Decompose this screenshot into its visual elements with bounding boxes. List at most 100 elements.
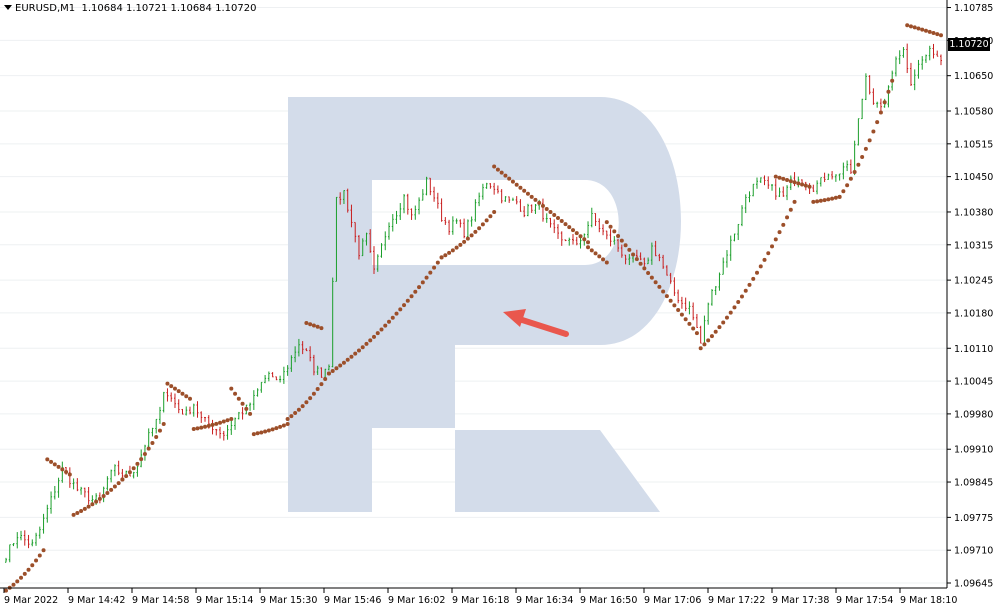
y-tick-label: 1.10650 [954, 71, 993, 82]
sar-dot [510, 179, 515, 184]
sar-dot [432, 265, 437, 270]
sar-dot [270, 427, 275, 432]
y-tick-label: 1.09775 [954, 513, 993, 524]
sar-dot [300, 404, 305, 409]
y-tick-label: 1.09645 [954, 579, 993, 590]
sar-dot [34, 558, 39, 563]
sar-dot [623, 243, 628, 248]
x-tick-label: 9 Mar 15:14 [196, 595, 253, 606]
sar-dot [604, 220, 609, 225]
sar-dot [142, 452, 147, 457]
dropdown-triangle-icon[interactable] [4, 5, 12, 10]
sar-dot [315, 324, 320, 329]
sar-dot [638, 261, 643, 266]
sar-dot [717, 325, 722, 330]
sar-dot [180, 391, 185, 396]
x-tick-label: 9 Mar 16:50 [580, 595, 637, 606]
sar-dot [274, 426, 279, 431]
sar-dot [165, 381, 170, 386]
sar-dot [518, 185, 523, 190]
x-tick-label: 9 Mar 16:18 [452, 595, 509, 606]
sar-dot [777, 175, 782, 180]
sar-dot [807, 184, 812, 189]
sar-dot [41, 548, 46, 553]
sar-dot [319, 382, 324, 387]
sar-dot [82, 506, 87, 511]
sar-dot [811, 199, 816, 204]
sar-dot [154, 434, 159, 439]
sar-dot [818, 198, 823, 203]
sar-dot [631, 252, 636, 257]
sar-dot [544, 206, 549, 211]
sar-dot [184, 394, 189, 399]
sar-dot [311, 391, 316, 396]
sar-dot [826, 197, 831, 202]
sar-dot [563, 222, 568, 227]
sar-dot [822, 198, 827, 203]
sar-dot [586, 245, 591, 250]
sar-dot [792, 199, 797, 204]
sar-dot [713, 329, 718, 334]
sar-dot [739, 294, 744, 299]
sar-dot [743, 288, 748, 293]
sar-dot [871, 129, 876, 134]
watermark-logo [288, 97, 681, 512]
sar-dot [781, 222, 786, 227]
sar-dot [259, 430, 264, 435]
sar-dot [60, 467, 65, 472]
sar-dot [469, 233, 474, 238]
sar-dot [124, 474, 129, 479]
sar-dot [311, 323, 316, 328]
sar-dot [939, 33, 943, 38]
sar-dot [537, 200, 542, 205]
sar-dot [263, 429, 268, 434]
sar-dot [278, 424, 283, 429]
sar-dot [75, 511, 80, 516]
sar-dot [341, 360, 346, 365]
sar-dot [800, 182, 805, 187]
sar-dot [15, 579, 20, 584]
sar-dot [214, 421, 219, 426]
sar-dot [450, 248, 455, 253]
sar-dot [694, 331, 699, 336]
sar-dot [199, 425, 204, 430]
sar-dot [882, 100, 887, 105]
sar-dot [649, 275, 654, 280]
sar-dot [187, 396, 192, 401]
sar-dot [653, 280, 658, 285]
sar-dot [409, 294, 414, 299]
sar-dot [522, 188, 527, 193]
sar-dot [157, 428, 162, 433]
sar-dot [383, 323, 388, 328]
sar-dot [473, 229, 478, 234]
y-tick-label: 1.10180 [954, 308, 993, 319]
sar-dot [172, 386, 177, 391]
sar-dot [424, 275, 429, 280]
sar-dot [586, 240, 591, 245]
x-tick-label: 9 Mar 17:54 [836, 595, 893, 606]
sar-dot [443, 253, 448, 258]
sar-dot [67, 472, 72, 477]
sar-dot [589, 248, 594, 253]
sar-dot [758, 264, 763, 269]
y-tick-label: 1.10110 [954, 344, 993, 355]
sar-dot [319, 326, 324, 331]
x-tick-label: 9 Mar 15:30 [260, 595, 317, 606]
y-tick-label: 1.10045 [954, 377, 993, 388]
sar-dot [796, 181, 801, 186]
sar-dot [22, 571, 27, 576]
sar-dot [308, 322, 313, 327]
sar-dot [326, 371, 331, 376]
sar-dot [413, 289, 418, 294]
sar-dot [417, 285, 422, 290]
sar-dot [266, 428, 271, 433]
sar-dot [593, 251, 598, 256]
sar-dot [867, 138, 872, 143]
sar-dot [240, 401, 245, 406]
sar-dot [777, 230, 782, 235]
sar-dot [931, 31, 936, 36]
sar-dot [830, 196, 835, 201]
sar-dot [533, 197, 538, 202]
sar-dot [26, 567, 31, 572]
sar-dot [120, 477, 125, 482]
